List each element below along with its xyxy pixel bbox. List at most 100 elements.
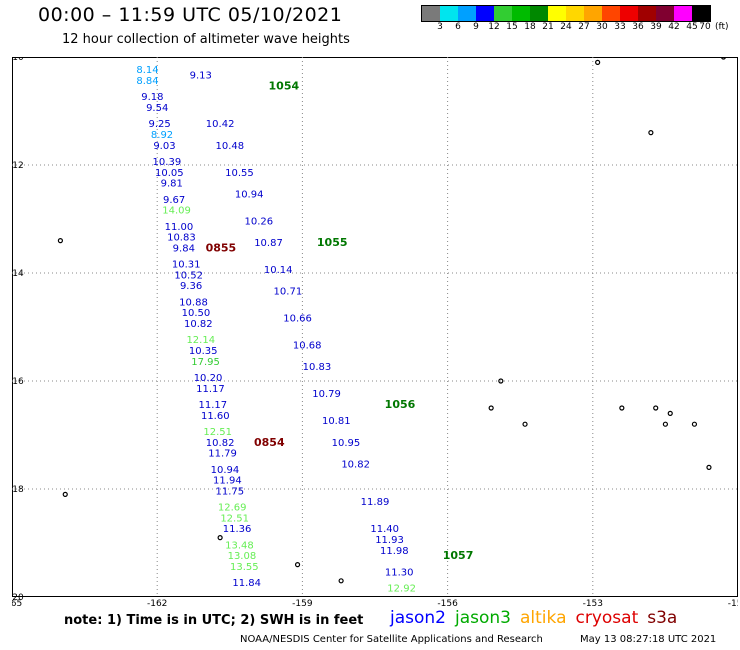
left-track-value: 11.60 xyxy=(201,411,230,422)
right-track-value: 10.81 xyxy=(322,416,351,427)
right-track-value: 10.42 xyxy=(206,119,235,130)
island-marker xyxy=(217,535,223,541)
lon-tick-label: -156 xyxy=(437,599,458,607)
lon-tick-label: -150 xyxy=(728,599,738,607)
scale-label: 30 xyxy=(596,22,608,32)
scale-label: 9 xyxy=(473,22,479,32)
right-track-value: 10.82 xyxy=(341,459,370,470)
legend-jason3: jason3 xyxy=(455,608,511,628)
island-marker xyxy=(522,421,528,427)
scale-label: 24 xyxy=(560,22,572,32)
left-track-value: 11.75 xyxy=(215,486,244,497)
wave-height-map: -165 -162 -159 -156 -153 -150 -10 -12 -14 -16 -18 -… xyxy=(12,57,738,607)
scale-label: 27 xyxy=(578,22,590,32)
scale-label: 3 xyxy=(437,22,443,32)
left-track-value: 13.08 xyxy=(228,551,257,562)
lat-tick-label: -18 xyxy=(12,485,24,495)
right-track-value: 9.13 xyxy=(190,71,212,82)
right-track-value: 10.71 xyxy=(274,287,303,298)
lat-tick-label: -12 xyxy=(12,161,24,171)
left-track-value: 12.51 xyxy=(220,513,249,524)
scale-label: 36 xyxy=(632,22,644,32)
island-marker xyxy=(706,464,712,470)
left-track-value: 10.82 xyxy=(184,319,213,330)
scale-swatch-7 xyxy=(548,6,566,21)
pass-time-label: 1057 xyxy=(443,549,474,562)
pass-time-label: 0854 xyxy=(254,436,285,449)
scale-swatch-5 xyxy=(512,6,530,21)
right-track-value: 10.79 xyxy=(312,389,341,400)
lat-tick-label: -16 xyxy=(12,377,24,387)
left-track-value: 10.05 xyxy=(155,168,184,179)
left-track-value: 10.82 xyxy=(206,438,235,449)
pass-time-label: 0853 xyxy=(172,57,203,60)
island-marker xyxy=(662,421,669,427)
left-track-value: 8.84 xyxy=(136,76,158,87)
lon-tick-label: -165 xyxy=(12,599,22,607)
right-track-value: 10.55 xyxy=(225,168,254,179)
scale-swatch-3 xyxy=(476,6,494,21)
left-track-value: 12.51 xyxy=(203,427,232,438)
legend-cryosat: cryosat xyxy=(575,608,639,628)
island-marker xyxy=(691,421,698,427)
legend-altika: altika xyxy=(520,608,567,628)
left-track-value: 11.94 xyxy=(213,476,242,487)
left-track-value: 9.84 xyxy=(173,243,195,254)
island-marker xyxy=(294,562,301,568)
scale-label: 12 xyxy=(488,22,500,32)
right-track-value: 10.26 xyxy=(245,216,274,227)
island-marker xyxy=(653,405,659,411)
right-track-value: 10.66 xyxy=(283,314,312,325)
right-track-value: 10.87 xyxy=(254,238,283,249)
scale-swatch-15 xyxy=(692,6,710,21)
left-track-value: 17.95 xyxy=(191,357,220,368)
pass-time-label: 1056 xyxy=(385,398,416,411)
left-track-value: 9.18 xyxy=(141,92,163,103)
left-track-value: 10.83 xyxy=(167,233,196,244)
pass-time-label: 1055 xyxy=(317,236,348,249)
lat-tick-label: -10 xyxy=(12,57,24,63)
credit-text: NOAA/NESDIS Center for Satellite Applica… xyxy=(240,634,543,645)
island-marker xyxy=(595,59,601,66)
left-track-value: 10.50 xyxy=(182,308,211,319)
scale-label: 18 xyxy=(524,22,536,32)
scale-swatch-8 xyxy=(566,6,584,21)
scale-label: 21 xyxy=(542,22,554,32)
island-marker xyxy=(338,578,344,584)
scale-swatch-2 xyxy=(458,6,476,21)
page-title: 00:00 – 11:59 UTC 05/10/2021 xyxy=(38,4,343,26)
right-track-value: 10.83 xyxy=(303,362,332,373)
left-track-value: 12.14 xyxy=(186,335,215,346)
scale-label: 45 xyxy=(686,22,698,32)
color-scale-unit: (ft) xyxy=(715,22,729,32)
lat-tick-label: -20 xyxy=(12,593,24,603)
pass-time-label: 0855 xyxy=(206,241,237,254)
left-track-value: 9.03 xyxy=(153,141,175,152)
left-track-value: 9.67 xyxy=(163,195,185,206)
island-marker xyxy=(720,57,727,60)
left-track-value: 10.35 xyxy=(189,346,218,357)
right-track-value: 10.95 xyxy=(332,438,361,449)
lon-tick-label: -159 xyxy=(292,599,313,607)
scale-swatch-10 xyxy=(602,6,620,21)
scale-label: 70 xyxy=(699,22,711,32)
left-track-value: 11.79 xyxy=(208,449,237,460)
left-track-value: 11.36 xyxy=(223,524,252,535)
left-track-value: 10.94 xyxy=(211,465,240,476)
note-text: note: 1) Time is in UTC; 2) SWH is in fe… xyxy=(64,613,364,628)
left-track-value: 11.84 xyxy=(232,578,261,589)
scale-label: 39 xyxy=(650,22,662,32)
scale-swatch-12 xyxy=(638,6,656,21)
island-marker xyxy=(488,405,494,411)
right-track-value: 11.40 xyxy=(370,524,399,535)
pass-time-label: 1054 xyxy=(269,79,300,92)
lon-tick-label: -162 xyxy=(147,599,167,607)
left-track-value: 11.17 xyxy=(196,384,225,395)
color-scale-labels: 3 6 9 12 15 18 21 24 27 30 33 36 39 42 45 70 xyxy=(421,22,731,34)
right-track-value: 11.89 xyxy=(361,497,390,508)
scale-swatch-6 xyxy=(530,6,548,21)
scale-swatch-4 xyxy=(494,6,512,21)
satellite-legend: jason2 jason3 altika cryosat s3a xyxy=(390,608,686,628)
legend-s3a: s3a xyxy=(647,608,678,628)
color-scale-bar xyxy=(421,5,711,22)
